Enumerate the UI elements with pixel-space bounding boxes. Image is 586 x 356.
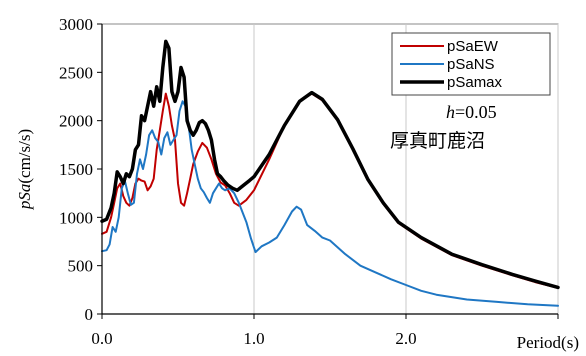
damping-value: =0.05 <box>455 102 497 122</box>
legend-label-pSaNS: pSaNS <box>447 56 495 73</box>
legend-label-pSamax: pSamax <box>447 74 503 91</box>
y-ticks: 0 500 1000 1500 2000 2500 3000 <box>59 15 102 324</box>
y-axis-title: pSa(cm/s/s) <box>15 129 34 210</box>
series-line-pSamax <box>100 39 560 290</box>
y-tick-label: 3000 <box>59 15 93 34</box>
y-axis-title-unit: (cm/s/s) <box>15 129 34 184</box>
y-tick-label: 2500 <box>59 63 93 82</box>
y-axis-title-variable: pSa <box>15 184 34 211</box>
series-line-pSaNS <box>101 100 559 307</box>
y-tick-label: 1000 <box>59 208 93 227</box>
x-ticks: 0.0 1.0 2.0 <box>91 314 559 348</box>
x-tick-label: 1.0 <box>243 329 264 348</box>
legend-label-pSaEW: pSaEW <box>447 38 499 55</box>
y-tick-label: 2000 <box>59 112 93 131</box>
series-layer <box>100 39 560 307</box>
damping-symbol: h <box>446 102 455 122</box>
damping-annotation: h=0.05 <box>446 102 497 122</box>
x-tick-label: 2.0 <box>395 329 416 348</box>
y-tick-label: 0 <box>85 305 94 324</box>
x-axis-title: Period(s) <box>517 333 579 352</box>
station-name: 厚真町鹿沼 <box>390 130 485 152</box>
y-tick-label: 500 <box>68 257 94 276</box>
y-tick-label: 1500 <box>59 160 93 179</box>
x-tick-label: 0.0 <box>91 329 112 348</box>
